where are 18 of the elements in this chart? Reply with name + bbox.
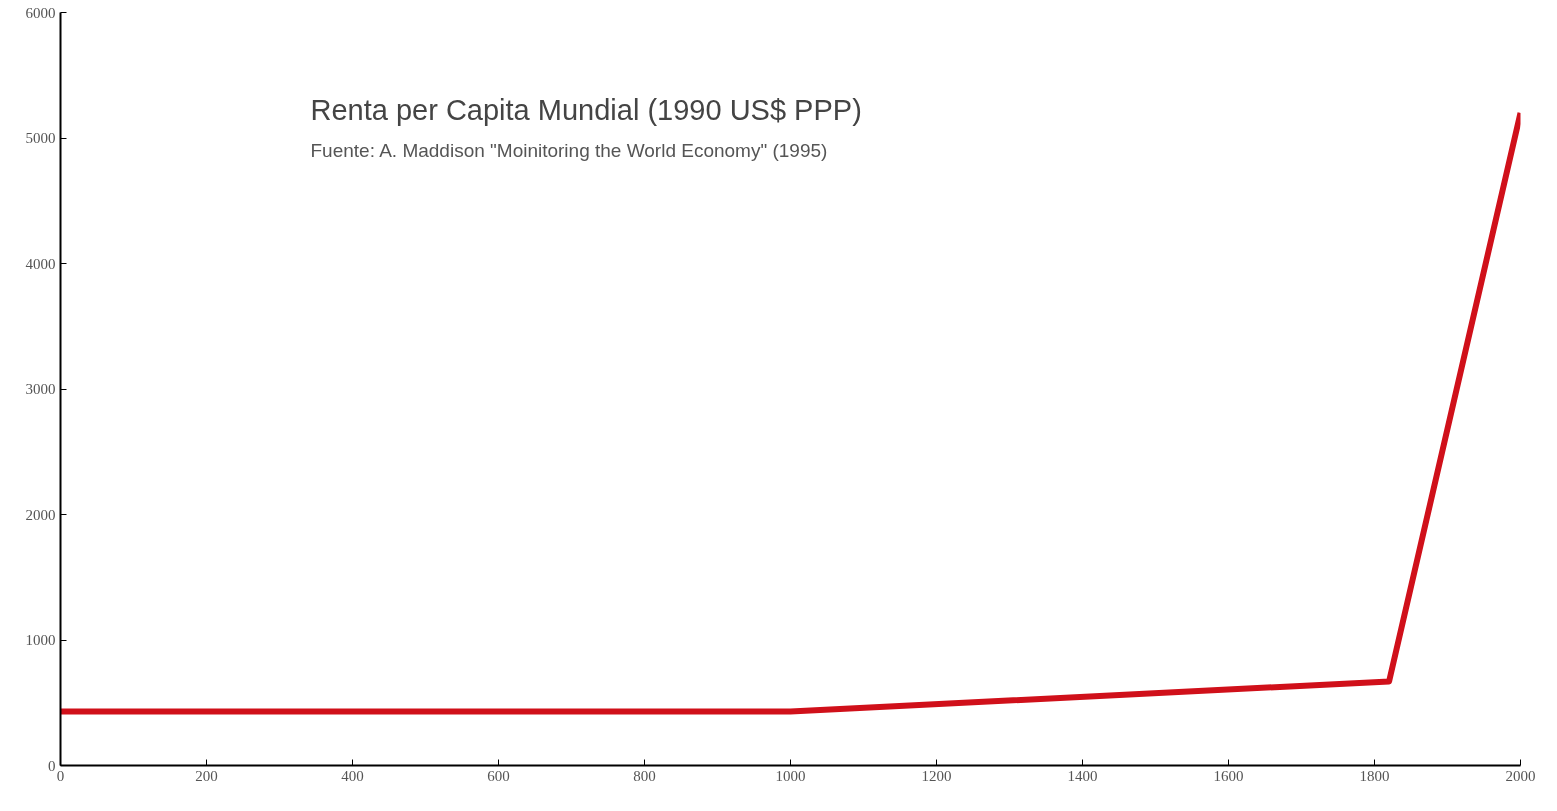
x-tick-label: 2000 (1505, 767, 1536, 784)
y-tick-label: 2000 (25, 506, 56, 523)
x-tick-label: 1800 (1359, 767, 1390, 784)
x-tick-label: 1200 (921, 767, 952, 784)
x-tick-label: 1000 (775, 767, 806, 784)
x-tick-label: 400 (341, 767, 364, 784)
y-tick-label: 6000 (25, 4, 56, 21)
x-tick-label: 1400 (1067, 767, 1098, 784)
y-tick-label: 4000 (25, 255, 56, 272)
x-tick-label: 200 (195, 767, 218, 784)
x-tick-label: 800 (633, 767, 656, 784)
y-tick-label: 5000 (25, 130, 56, 146)
text: Fuente: A. Maddison "Moinitoring the World Economy" (1995) (310, 139, 828, 161)
y-tick-label: 1000 (25, 632, 56, 648)
x-tick-label: 600 (487, 767, 510, 784)
y-tick-label: 3000 (25, 381, 56, 397)
text: Renta per Capita Mundial (1990 US$ PPP) (310, 93, 862, 126)
x-tick-label: 1600 (1213, 767, 1244, 784)
